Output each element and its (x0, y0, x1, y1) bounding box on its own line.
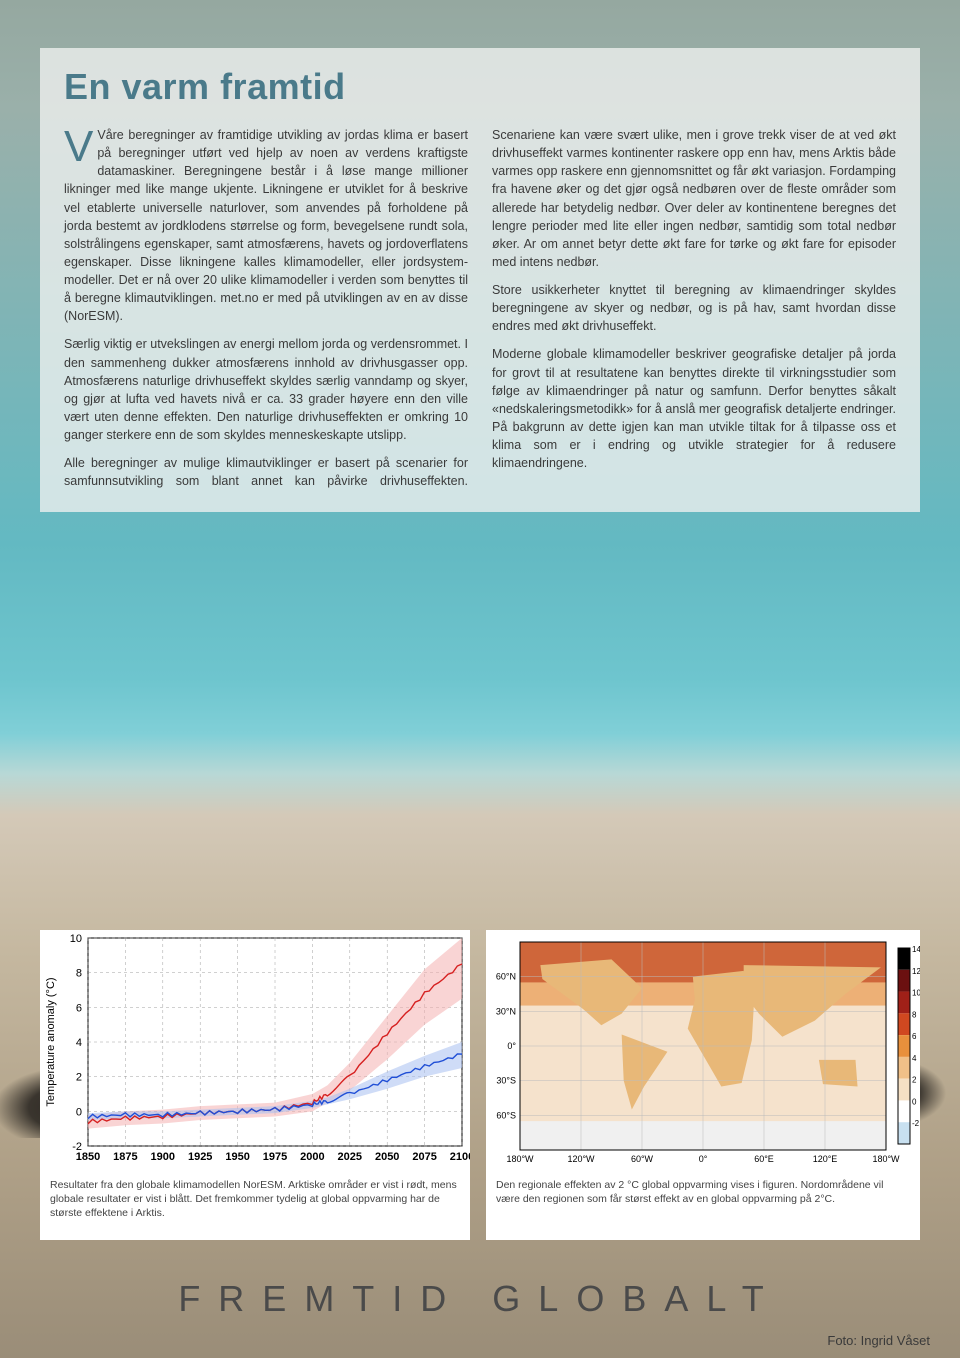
svg-text:60°S: 60°S (496, 1110, 516, 1120)
svg-text:1875: 1875 (113, 1151, 137, 1163)
svg-text:0: 0 (912, 1097, 917, 1106)
caption-right: Den regionale effekten av 2 °C global op… (486, 1170, 920, 1212)
photo-credit: Foto: Ingrid Våset (827, 1333, 930, 1348)
svg-text:10: 10 (912, 989, 920, 998)
caption-left: Resultater fra den globale klimamodellen… (40, 1170, 470, 1227)
figure-left: -202468101850187519001925195019752000202… (40, 930, 470, 1240)
svg-text:60°W: 60°W (631, 1154, 654, 1164)
svg-text:2050: 2050 (375, 1151, 399, 1163)
svg-text:1975: 1975 (263, 1151, 287, 1163)
svg-text:0°: 0° (507, 1041, 516, 1051)
svg-text:30°N: 30°N (496, 1006, 516, 1016)
dropcap: V (64, 126, 97, 165)
svg-text:1950: 1950 (225, 1151, 249, 1163)
article-box: En varm framtid VVåre beregninger av fra… (40, 48, 920, 512)
svg-text:1900: 1900 (151, 1151, 175, 1163)
paragraph: Store usikkerheter knyttet til beregning… (492, 281, 896, 335)
svg-text:8: 8 (76, 968, 82, 980)
footer-title: FREMTID GLOBALT (0, 1278, 960, 1320)
svg-text:8: 8 (912, 1010, 917, 1019)
svg-text:2100: 2100 (450, 1151, 470, 1163)
figure-right: 60°N 30°N 0° 30°S 60°S 180°W 120°W 60°W 0° 60°E 12… (486, 930, 920, 1240)
svg-text:6: 6 (912, 1032, 917, 1041)
svg-text:4: 4 (76, 1037, 82, 1049)
paragraph-text: Våre beregninger av framtidige utvikling… (64, 128, 468, 323)
svg-text:120°W: 120°W (567, 1154, 595, 1164)
svg-text:14: 14 (912, 945, 920, 954)
svg-text:60°E: 60°E (754, 1154, 774, 1164)
svg-text:6: 6 (76, 1002, 82, 1014)
svg-text:Temperature anomaly (°C): Temperature anomaly (°C) (45, 977, 57, 1106)
paragraph: Særlig viktig er utvekslingen av energi … (64, 335, 468, 444)
svg-text:2: 2 (76, 1072, 82, 1084)
world-heatmap: 60°N 30°N 0° 30°S 60°S 180°W 120°W 60°W 0° 60°E 12… (486, 930, 920, 1170)
svg-text:2000: 2000 (300, 1151, 324, 1163)
svg-text:120°E: 120°E (813, 1154, 838, 1164)
page-title: En varm framtid (64, 66, 896, 108)
svg-text:0: 0 (76, 1106, 82, 1118)
svg-text:180°W: 180°W (506, 1154, 534, 1164)
line-chart: -202468101850187519001925195019752000202… (40, 930, 470, 1170)
svg-text:180°W: 180°W (872, 1154, 900, 1164)
svg-text:0°: 0° (699, 1154, 708, 1164)
svg-text:10: 10 (70, 933, 82, 945)
svg-text:1850: 1850 (76, 1151, 100, 1163)
svg-text:30°S: 30°S (496, 1076, 516, 1086)
svg-text:2: 2 (912, 1076, 917, 1085)
svg-text:12: 12 (912, 967, 920, 976)
paragraph: Moderne globale klimamodeller beskriver … (492, 345, 896, 472)
svg-text:2075: 2075 (412, 1151, 436, 1163)
svg-text:1925: 1925 (188, 1151, 212, 1163)
figure-row: -202468101850187519001925195019752000202… (40, 930, 920, 1240)
line-chart-svg: -202468101850187519001925195019752000202… (40, 930, 470, 1170)
article-body: VVåre beregninger av framtidige utviklin… (64, 126, 896, 490)
svg-text:4: 4 (912, 1054, 917, 1063)
map-svg: 60°N 30°N 0° 30°S 60°S 180°W 120°W 60°W 0° 60°E 12… (486, 930, 920, 1170)
svg-text:2025: 2025 (338, 1151, 362, 1163)
svg-text:60°N: 60°N (496, 972, 516, 982)
svg-text:-2: -2 (912, 1119, 920, 1128)
paragraph: VVåre beregninger av framtidige utviklin… (64, 126, 468, 325)
